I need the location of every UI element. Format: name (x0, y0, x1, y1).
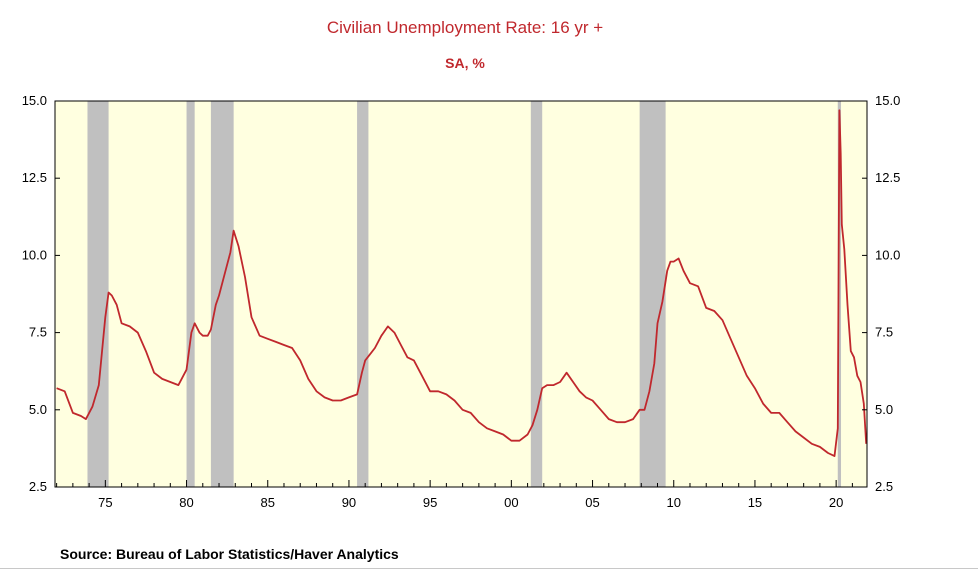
y-tick-label-right: 5.0 (875, 402, 893, 417)
unemployment-line-chart: 2.5 2.5 5.0 5.0 7.5 7.5 10.0 10.0 12.5 12.5 15.0 15… (22, 93, 901, 510)
x-axis: 75 80 85 90 95 00 05 10 15 20 (56, 480, 853, 510)
x-tick-label: 10 (667, 495, 681, 510)
chart-source: Source: Bureau of Labor Statistics/Haver… (60, 546, 399, 562)
y-tick-label-left: 2.5 (29, 479, 47, 494)
x-tick-label: 95 (423, 495, 437, 510)
recession-band-2 (186, 101, 195, 487)
y-tick-label-right: 12.5 (875, 170, 900, 185)
y-tick-label-left: 15.0 (22, 93, 47, 108)
x-tick-label: 20 (829, 495, 843, 510)
y-axes: 2.5 2.5 5.0 5.0 7.5 7.5 10.0 10.0 12.5 12.5 15.0 15… (22, 93, 901, 494)
x-tick-label: 85 (261, 495, 275, 510)
y-tick-label-right: 15.0 (875, 93, 900, 108)
x-tick-label: 15 (748, 495, 762, 510)
recession-band-5 (530, 101, 543, 487)
series-line-1 (56, 109, 868, 458)
series-layer (56, 109, 868, 458)
divider (0, 568, 978, 569)
recession-bands (87, 101, 842, 487)
x-tick-label: 00 (504, 495, 518, 510)
x-tick-label: 80 (179, 495, 193, 510)
y-tick-label-right: 7.5 (875, 325, 893, 340)
recession-band-6 (639, 101, 666, 487)
plot-background (55, 101, 867, 487)
recession-band-1 (87, 101, 109, 487)
y-tick-label-left: 12.5 (22, 170, 47, 185)
plot-frame (54, 100, 868, 488)
y-tick-label-left: 5.0 (29, 402, 47, 417)
y-tick-label-right: 2.5 (875, 479, 893, 494)
recession-band-3 (210, 101, 234, 487)
x-tick-label: 05 (585, 495, 599, 510)
y-tick-label-right: 10.0 (875, 247, 900, 262)
chart-subtitle: SA, % (445, 55, 485, 71)
chart-title: Civilian Unemployment Rate: 16 yr + (326, 18, 604, 37)
y-tick-label-left: 7.5 (29, 325, 47, 340)
x-tick-label: 90 (342, 495, 356, 510)
x-tick-label: 75 (98, 495, 112, 510)
recession-band-7 (837, 101, 842, 487)
recession-band-4 (357, 101, 369, 487)
y-tick-label-left: 10.0 (22, 247, 47, 262)
